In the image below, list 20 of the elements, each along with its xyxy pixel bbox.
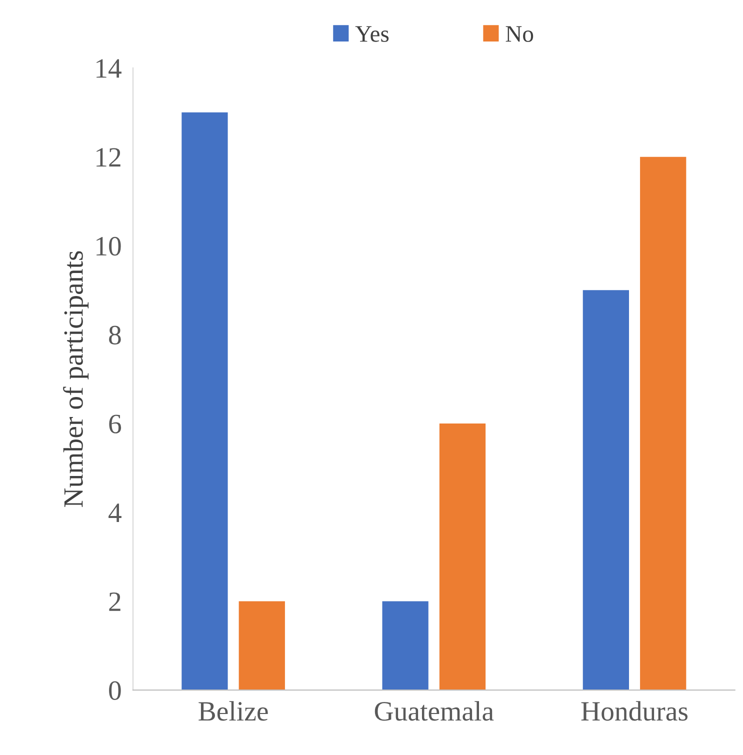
bar (382, 601, 428, 690)
bar (439, 423, 486, 690)
bar (582, 290, 630, 690)
y-tick-label: 4 (108, 504, 122, 522)
y-tick-label: 8 (109, 326, 121, 344)
legend-label: Yes (355, 26, 389, 42)
bar (182, 112, 228, 690)
legend-label: No (506, 26, 534, 42)
x-tick-label: Guatemala (374, 701, 494, 721)
bar (238, 601, 285, 690)
y-tick-label: 0 (109, 681, 121, 700)
x-tick-label: Honduras (581, 701, 688, 721)
x-tick-label: Belize (198, 701, 268, 721)
y-axis-title: Number of participants (63, 251, 89, 508)
y-tick-label: 14 (96, 59, 122, 78)
y-tick-label: 6 (109, 414, 122, 434)
y-tick-label: 2 (109, 592, 120, 611)
y-tick-label: 12 (96, 148, 120, 166)
y-tick-label: 10 (96, 236, 121, 256)
bar (640, 156, 686, 690)
